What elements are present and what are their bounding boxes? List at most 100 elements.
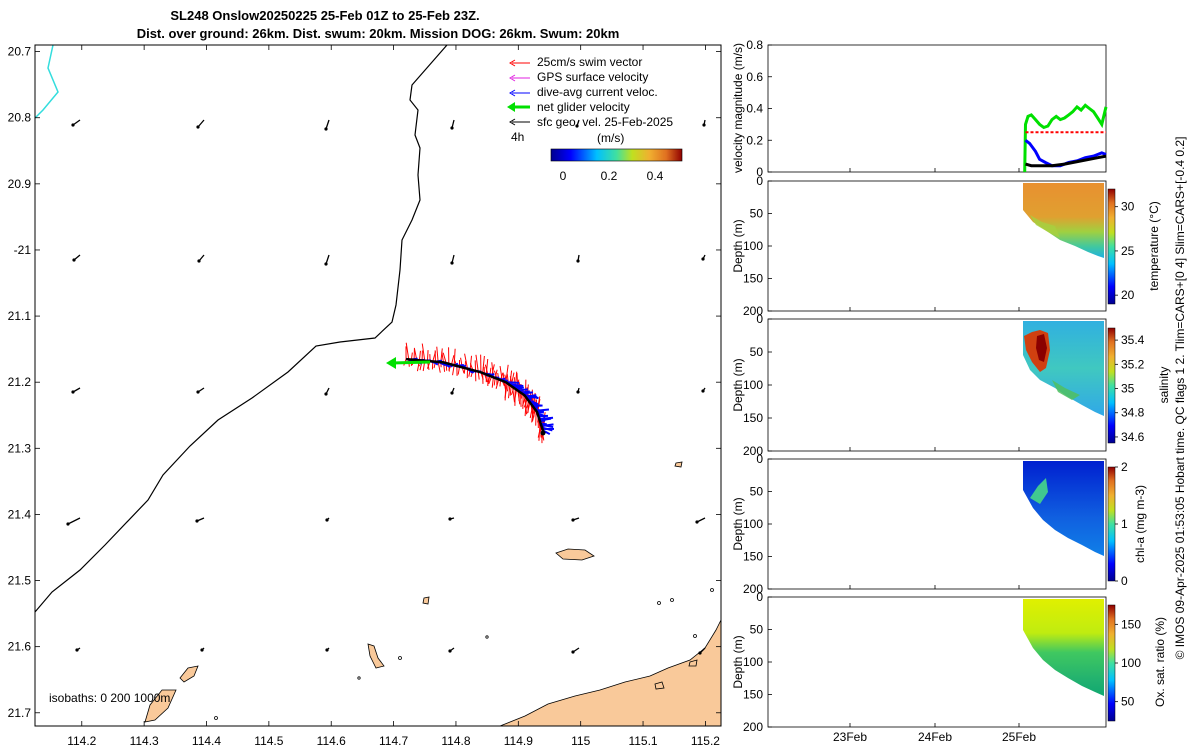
colorbar-tick: 0.2 bbox=[601, 169, 618, 183]
map-x-tick-label: 115.2 bbox=[691, 734, 720, 748]
geo-velocity-arrow bbox=[698, 647, 706, 655]
map-x-tick-label: 114.6 bbox=[317, 734, 346, 748]
geo-velocity-arrow bbox=[324, 387, 330, 396]
legend-gps-velocity: GPS surface velocity bbox=[509, 70, 648, 84]
geo-velocity-arrow bbox=[701, 387, 706, 393]
geo-velocity-arrow bbox=[702, 119, 706, 127]
oxygen-colorbar-label: Ox. sat. ratio (%) bbox=[1153, 617, 1167, 707]
glider-end-position bbox=[540, 430, 546, 436]
swim-vector bbox=[426, 350, 429, 361]
surface-geostrophic-arrows bbox=[66, 119, 706, 655]
swim-vector bbox=[464, 353, 469, 369]
depth-tick-label: 50 bbox=[750, 207, 764, 221]
swim-vector bbox=[520, 392, 522, 407]
section-ticks: 05010015020020253005010015020034.634.835… bbox=[743, 168, 1145, 744]
velocity-y-tick-label: 0.8 bbox=[746, 38, 763, 52]
salinity-green-patch bbox=[1052, 380, 1080, 400]
velocity-y-tick-label: 0 bbox=[756, 165, 763, 179]
date-tick-label: 24Feb bbox=[918, 730, 952, 744]
geo-velocity-arrow bbox=[450, 387, 455, 395]
velocity-series bbox=[1023, 103, 1108, 173]
colorbar-tick-label: 35 bbox=[1121, 382, 1135, 396]
map-panel: 114.2 114.3 114.4 114.5 114.6 114.7 114.8 114.9… bbox=[8, 44, 722, 748]
geo-velocity-arrow bbox=[575, 119, 580, 128]
map-y-tick-label: 21.6 bbox=[8, 640, 32, 654]
depth-tick-label: 100 bbox=[743, 655, 763, 669]
island bbox=[179, 665, 199, 683]
geo-velocity-arrow bbox=[324, 119, 330, 131]
depth-tick-label: 0 bbox=[756, 452, 763, 466]
geo-velocity-arrow bbox=[72, 254, 81, 262]
geo-velocity-arrow bbox=[325, 517, 330, 522]
isobaths-label: isobaths: 0 200 1000m bbox=[49, 691, 170, 705]
chla-green-patch bbox=[1030, 478, 1048, 504]
legend-current-velocity: dive-avg current veloc. bbox=[509, 85, 658, 99]
date-tick-label: 23Feb bbox=[833, 730, 867, 744]
colorbar-tick: 0 bbox=[560, 169, 567, 183]
swim-vector bbox=[529, 405, 534, 419]
colorbar-tick-label: 34.6 bbox=[1121, 430, 1145, 444]
islet bbox=[657, 601, 661, 605]
velocity-axes-box bbox=[767, 44, 1107, 173]
swim-vector bbox=[469, 355, 473, 370]
map-y-tick-label: -21 bbox=[14, 243, 32, 257]
depth-tick-label: 50 bbox=[750, 623, 764, 637]
cyan-isobath bbox=[35, 45, 59, 119]
geo-velocity-arrow bbox=[325, 647, 330, 652]
depth-tick-label: 150 bbox=[743, 411, 763, 425]
depth-tick-label: 50 bbox=[750, 485, 764, 499]
colorbar-tick-label: 150 bbox=[1121, 617, 1141, 631]
colorbar-tick-label: 34.8 bbox=[1121, 406, 1145, 420]
depth-tick-label: 200 bbox=[743, 304, 763, 318]
colorbar-tick-label: 35.4 bbox=[1121, 333, 1145, 347]
depth-tick-label: 100 bbox=[743, 517, 763, 531]
map-y-tick-label: 21.3 bbox=[8, 441, 32, 455]
legend-label: dive-avg current veloc. bbox=[537, 85, 658, 99]
depth-tick-label: 100 bbox=[743, 239, 763, 253]
depth-tick-label: 150 bbox=[743, 272, 763, 286]
swim-vector bbox=[441, 351, 444, 363]
swim-vector bbox=[495, 379, 500, 389]
map-y-tick-label: 20.9 bbox=[8, 177, 32, 191]
net-glider-velocity-arrow bbox=[386, 357, 431, 369]
glider-track bbox=[405, 357, 545, 433]
islet bbox=[710, 588, 714, 592]
map-x-tick-label: 114.2 bbox=[67, 734, 96, 748]
map-y-tick-label: 21.4 bbox=[8, 507, 32, 521]
depth-tick-label: 0 bbox=[756, 174, 763, 188]
swim-vector bbox=[523, 398, 528, 408]
geo-velocity-arrow bbox=[576, 254, 580, 263]
islet bbox=[398, 656, 402, 660]
velocity-series-line bbox=[1025, 154, 1107, 168]
temperature-colorbar bbox=[1107, 188, 1116, 305]
current-vector bbox=[541, 423, 554, 428]
swim-vector bbox=[531, 407, 534, 423]
colorbar-tick-label: 25 bbox=[1121, 244, 1135, 258]
island bbox=[555, 548, 595, 561]
temperature-colorbar-label: temperature (°C) bbox=[1147, 201, 1161, 291]
oxygen-colorbar bbox=[1107, 604, 1116, 722]
swim-vector bbox=[527, 402, 531, 414]
swim-vector bbox=[442, 352, 447, 364]
map-x-ticks: 114.2 114.3 114.4 114.5 114.6 114.7 114.8 114.9… bbox=[67, 45, 720, 748]
current-vector bbox=[536, 408, 550, 412]
swim-vector bbox=[508, 384, 511, 399]
temperature-patch bbox=[1030, 215, 1060, 238]
depth-tick-label: 200 bbox=[743, 582, 763, 596]
islet bbox=[214, 716, 218, 720]
depth-tick-label: 0 bbox=[756, 590, 763, 604]
colorbar-tick-label: 100 bbox=[1121, 656, 1141, 670]
swim-vector bbox=[514, 389, 518, 399]
swim-vector bbox=[504, 383, 508, 399]
salinity-colorbar bbox=[1107, 327, 1116, 444]
legend-geo-velocity: sfc geo. vel. 25-Feb-2025 bbox=[509, 115, 673, 129]
geo-velocity-arrow bbox=[197, 254, 205, 263]
swim-vector bbox=[421, 343, 426, 361]
swim-vector bbox=[457, 366, 461, 375]
oxygen-section bbox=[1023, 599, 1104, 696]
geo-velocity-arrow bbox=[75, 647, 81, 652]
legend-label: 25cm/s swim vector bbox=[537, 55, 642, 69]
time-scale-label: 4h bbox=[511, 130, 524, 144]
map-y-tick-label: 21.2 bbox=[8, 375, 32, 389]
oxygen-panel: Depth (m) Ox. sat. ratio (%) bbox=[731, 596, 1167, 728]
